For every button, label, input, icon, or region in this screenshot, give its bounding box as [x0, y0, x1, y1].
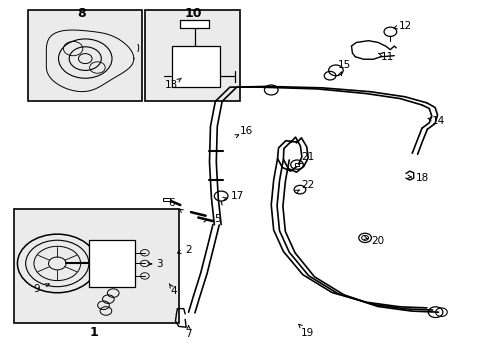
Text: 11: 11 [381, 52, 394, 62]
Bar [28, 10, 142, 102]
Bar [180, 20, 209, 28]
Text: 21: 21 [301, 152, 314, 162]
Bar [163, 198, 170, 202]
Text: 14: 14 [430, 116, 444, 126]
Text: 16: 16 [240, 126, 253, 136]
Text: 6: 6 [168, 198, 175, 208]
Bar [144, 10, 239, 102]
Text: 9: 9 [34, 284, 40, 294]
Text: 3: 3 [156, 259, 163, 269]
Text: 4: 4 [170, 286, 177, 296]
Bar [14, 208, 179, 323]
Text: 7: 7 [185, 329, 191, 339]
Text: 5: 5 [214, 214, 221, 224]
Text: 18: 18 [414, 173, 427, 183]
Text: 13: 13 [164, 80, 178, 90]
Bar [89, 240, 135, 287]
Text: 2: 2 [185, 245, 191, 255]
Text: 12: 12 [398, 21, 411, 31]
Text: 8: 8 [77, 8, 86, 21]
Text: 1: 1 [89, 327, 98, 339]
Text: 15: 15 [337, 60, 350, 70]
Text: 10: 10 [184, 8, 202, 21]
Text: 20: 20 [371, 237, 384, 247]
Bar [294, 163, 299, 166]
Text: 17: 17 [230, 191, 244, 201]
Bar [171, 46, 220, 87]
Text: 19: 19 [301, 328, 314, 338]
Text: 22: 22 [301, 180, 314, 190]
